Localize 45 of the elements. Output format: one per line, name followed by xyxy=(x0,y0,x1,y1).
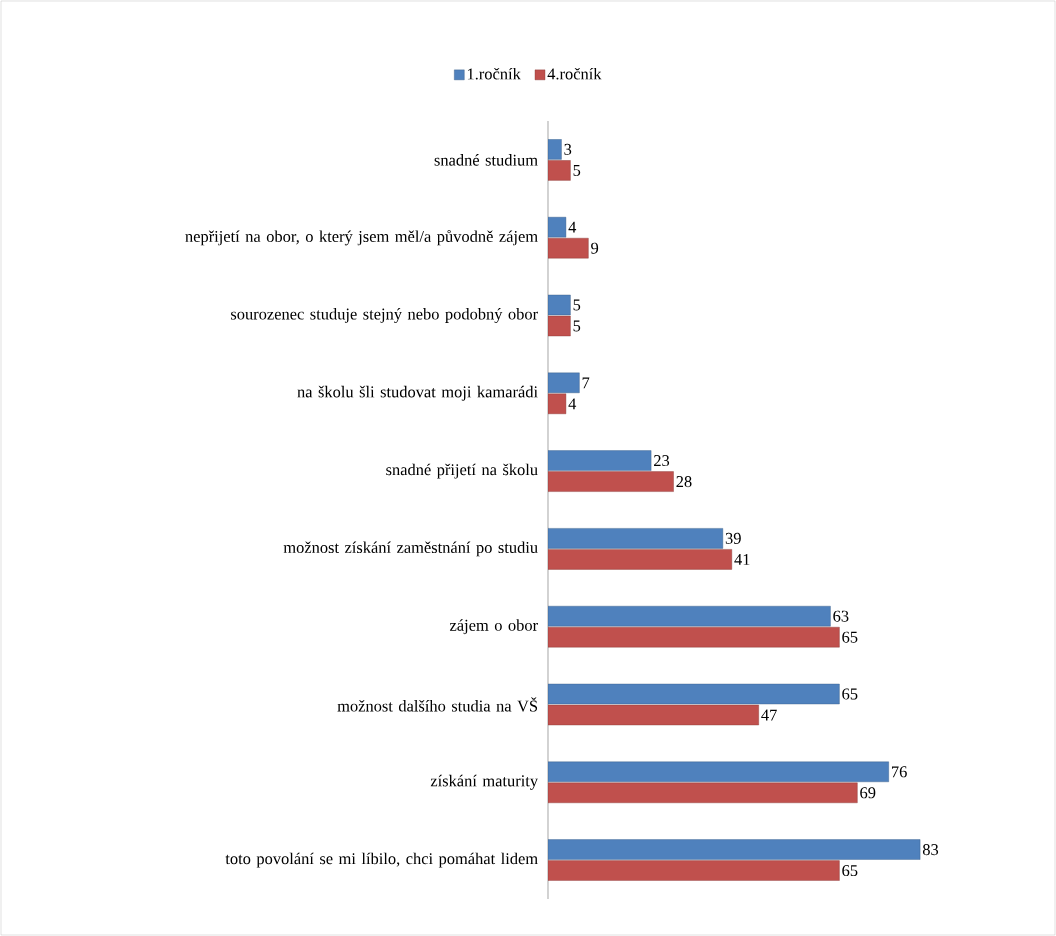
bar xyxy=(548,549,733,570)
data-label: 65 xyxy=(842,631,858,643)
legend-label: 4.ročník xyxy=(547,67,602,80)
y-tick-label: na školu šli studovat moji kamarádi xyxy=(297,385,538,401)
data-label: 4 xyxy=(568,398,577,410)
data-label: 65 xyxy=(842,865,858,877)
data-label: 3 xyxy=(564,143,572,155)
bar xyxy=(548,450,652,471)
bar xyxy=(548,606,831,627)
bar xyxy=(548,627,840,648)
data-label: 83 xyxy=(922,844,939,856)
y-tick-label: sourozenec studuje stejný nebo podobný obor xyxy=(231,308,538,323)
data-label: 69 xyxy=(860,787,876,799)
y-tick-label: toto povolání se mi líbilo, chci pomáhat lidem xyxy=(225,852,538,868)
bar xyxy=(548,238,589,259)
y-tick-label: možnost získání zaměstnání po studiu xyxy=(283,541,538,557)
bar xyxy=(548,683,840,705)
data-label: 5 xyxy=(573,164,581,176)
bar xyxy=(548,528,724,549)
data-label: 39 xyxy=(725,532,741,544)
legend-label: 1.ročník xyxy=(467,67,521,80)
data-label: 41 xyxy=(734,553,750,565)
bar xyxy=(548,471,674,492)
y-tick-label: možnost dalšího studia na VŠ xyxy=(337,697,538,712)
y-tick-label: snadné studium xyxy=(434,154,538,166)
data-label: 23 xyxy=(654,455,670,467)
data-label: 5 xyxy=(573,299,581,311)
bar xyxy=(548,372,580,393)
data-label: 9 xyxy=(591,242,599,254)
data-label: 47 xyxy=(761,709,777,721)
data-label: 7 xyxy=(582,377,590,389)
bar xyxy=(548,860,840,881)
data-label: 28 xyxy=(676,476,692,488)
y-tick-label: snadné přijetí na školu xyxy=(386,463,538,479)
data-label: 4 xyxy=(568,221,577,233)
data-label: 5 xyxy=(573,320,581,332)
bar xyxy=(548,761,889,782)
y-tick-label: zájem o obor xyxy=(449,619,538,635)
data-label: 65 xyxy=(842,688,858,700)
bar xyxy=(548,839,921,860)
y-tick-label: nepřijetí na obor, o který jsem měl/a původně zájem xyxy=(185,229,538,246)
data-label: 63 xyxy=(833,610,849,622)
y-tick-label: získání maturity xyxy=(430,774,539,790)
bar xyxy=(548,782,858,803)
data-label: 76 xyxy=(891,766,907,778)
